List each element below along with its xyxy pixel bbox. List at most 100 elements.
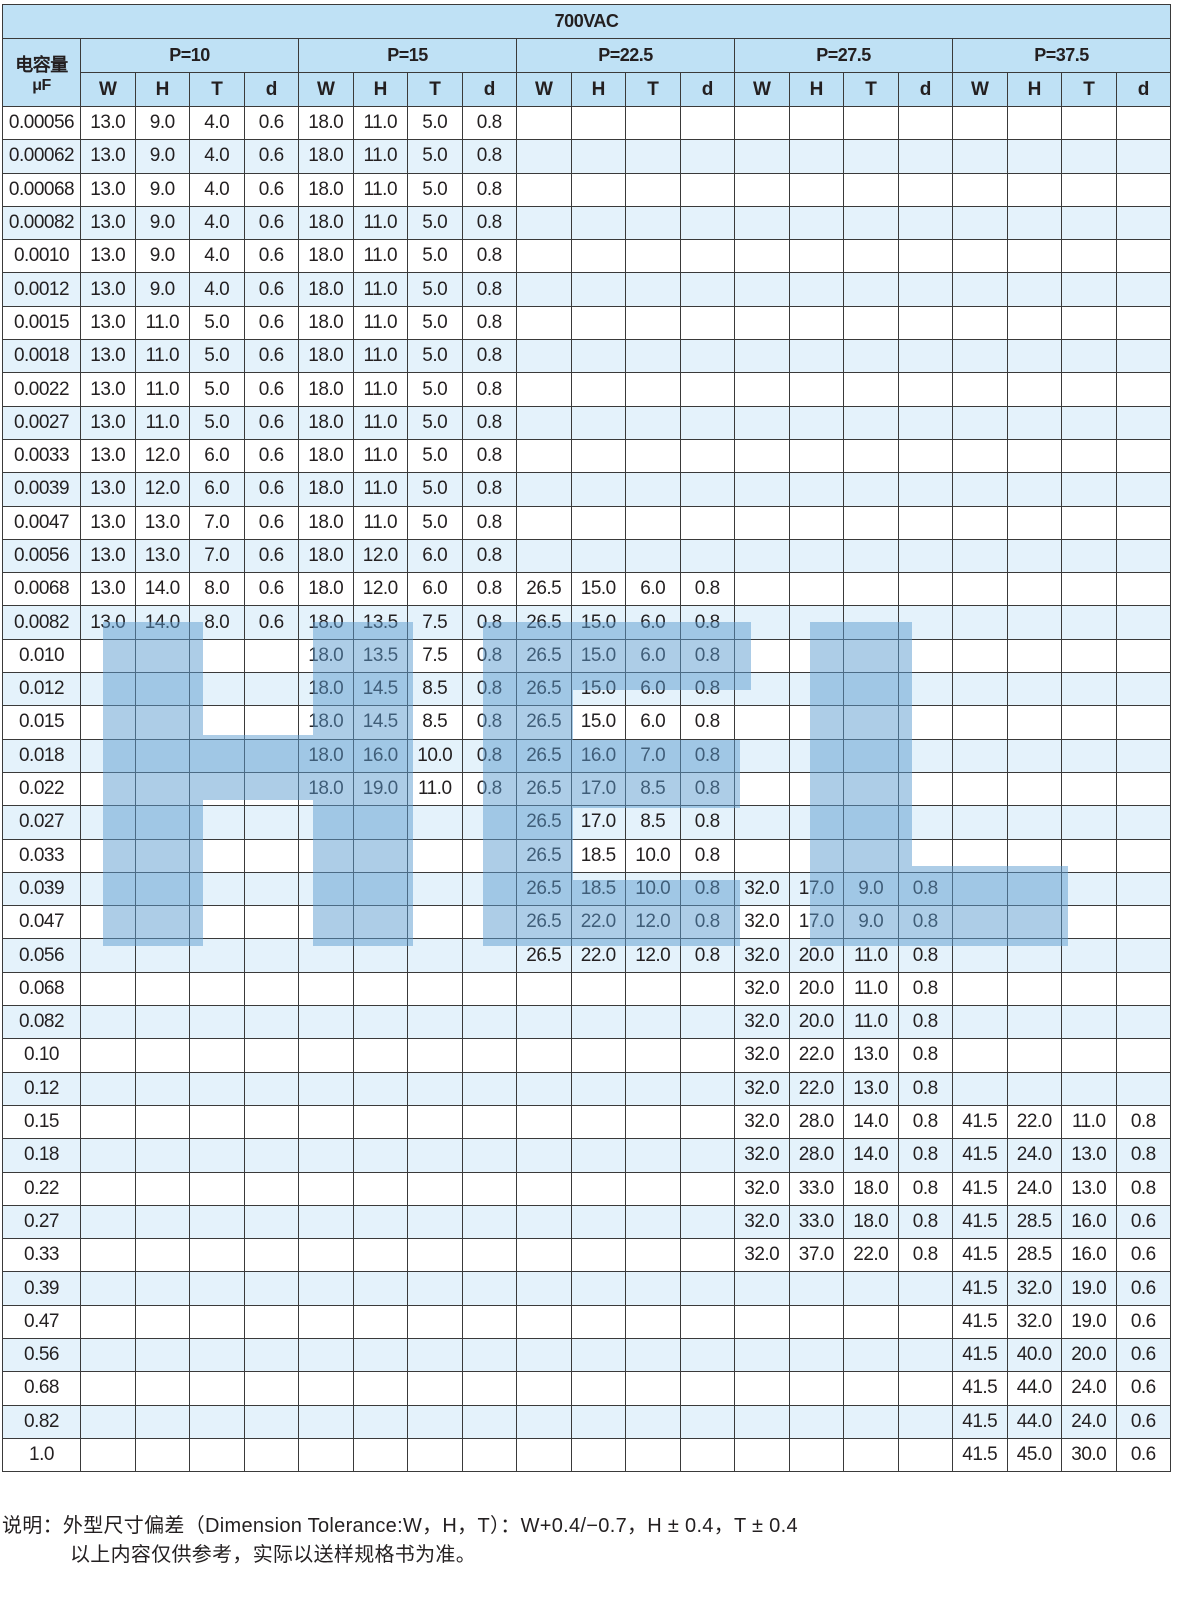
dimension-cell [734, 472, 790, 507]
dimension-cell [625, 139, 681, 174]
dimension-cell [625, 1071, 681, 1106]
dimension-cell [80, 1304, 136, 1339]
dimension-cell: 20.0 [1061, 1337, 1117, 1373]
dimension-cell [352, 1304, 408, 1339]
dimension-cell: 45.0 [1006, 1437, 1062, 1473]
dimension-cell: 22.0 [570, 905, 626, 940]
dimension-cell [134, 1238, 190, 1273]
dimension-cell [570, 1171, 626, 1206]
dimension-cell [461, 1304, 517, 1339]
sub-column-header: T [189, 72, 245, 107]
dimension-cell: 10.0 [625, 871, 681, 907]
dimension-cell [897, 771, 953, 807]
table-row: 0.012 18.0 14.5 8.5 0.8 26.5 15.0 6.0 0.8 [2, 672, 1172, 707]
dimension-cell [570, 272, 626, 307]
dimension-cell [352, 971, 408, 1007]
dimension-cell: 0.8 [461, 472, 517, 507]
dimension-cell [843, 172, 899, 207]
dimension-cell [407, 1337, 463, 1373]
dimension-cell [734, 339, 790, 374]
dimension-cell [734, 305, 790, 341]
dimension-cell [788, 305, 844, 341]
dimension-cell: 6.0 [407, 572, 463, 607]
dimension-cell: 0.6 [243, 272, 299, 307]
dimension-cell [788, 1437, 844, 1473]
dimension-cell [243, 871, 299, 907]
dimension-cell [407, 905, 463, 940]
sub-column-header: d [461, 72, 517, 107]
dimension-cell [1006, 1038, 1062, 1073]
dimension-cell: 5.0 [407, 272, 463, 307]
dimension-cell: 5.0 [407, 205, 463, 241]
dimension-cell [788, 172, 844, 207]
dimension-cell [897, 638, 953, 674]
dimension-cell: 11.0 [843, 1005, 899, 1040]
dimension-cell [407, 1171, 463, 1206]
dimension-cell: 32.0 [734, 1005, 790, 1040]
dimension-cell [80, 705, 136, 740]
capacitance-value: 0.0027 [2, 405, 81, 440]
dimension-cell [952, 905, 1008, 940]
dimension-cell [734, 1337, 790, 1373]
dimension-cell [461, 1437, 517, 1473]
dimension-cell: 26.5 [516, 771, 572, 807]
dimension-cell: 32.0 [734, 905, 790, 940]
dimension-cell [189, 1271, 245, 1306]
dimension-cell [1006, 538, 1062, 574]
dimension-cell [1061, 938, 1117, 973]
dimension-cell [516, 272, 572, 307]
dimension-cell [952, 505, 1008, 540]
dimension-cell [625, 1038, 681, 1073]
dimension-cell: 0.8 [679, 938, 735, 973]
dimension-cell [1115, 605, 1172, 640]
dimension-cell [897, 705, 953, 740]
dimension-cell: 8.0 [189, 605, 245, 640]
dimension-cell [1006, 272, 1062, 307]
dimension-cell [625, 1404, 681, 1439]
dimension-cell [734, 1437, 790, 1473]
dimension-cell: 5.0 [407, 139, 463, 174]
dimension-cell [352, 1437, 408, 1473]
dimension-cell [516, 1138, 572, 1173]
dimension-cell [788, 1304, 844, 1339]
dimension-cell [734, 805, 790, 840]
dimension-cell: 40.0 [1006, 1337, 1062, 1373]
dimension-cell [1061, 205, 1117, 241]
dimension-cell: 0.6 [243, 239, 299, 274]
dimension-cell [788, 239, 844, 274]
dimension-cell [1006, 205, 1062, 241]
dimension-cell [1061, 305, 1117, 341]
dimension-cell: 0.8 [1115, 1171, 1172, 1206]
dimension-cell [80, 1171, 136, 1206]
dimension-cell [243, 1104, 299, 1140]
dimension-cell [897, 172, 953, 207]
dimension-cell [189, 938, 245, 973]
dimension-cell: 32.0 [734, 1138, 790, 1173]
dimension-cell [134, 672, 190, 707]
dimension-cell [352, 1337, 408, 1373]
dimension-cell [734, 738, 790, 773]
dimension-cell [734, 405, 790, 440]
dimension-cell [952, 339, 1008, 374]
dimension-cell: 5.0 [189, 372, 245, 407]
dimension-cell: 41.5 [952, 1238, 1008, 1273]
dimension-cell: 11.0 [1061, 1104, 1117, 1140]
dimension-cell [516, 1171, 572, 1206]
dimension-cell [952, 672, 1008, 707]
dimension-cell: 18.0 [298, 771, 354, 807]
dimension-cell: 18.0 [298, 172, 354, 207]
dimension-cell [952, 405, 1008, 440]
dimension-cell: 26.5 [516, 705, 572, 740]
dimension-cell: 12.0 [134, 472, 190, 507]
dimension-cell: 5.0 [407, 239, 463, 274]
dimension-cell [570, 105, 626, 141]
sub-column-header: W [80, 72, 136, 107]
dimension-cell [897, 1371, 953, 1406]
dimension-cell [788, 205, 844, 241]
dimension-cell [80, 1437, 136, 1473]
dimension-cell: 0.6 [243, 105, 299, 141]
dimension-cell: 0.8 [461, 538, 517, 574]
dimension-cell [1006, 372, 1062, 407]
sub-column-header: T [407, 72, 463, 107]
dimension-cell [734, 605, 790, 640]
